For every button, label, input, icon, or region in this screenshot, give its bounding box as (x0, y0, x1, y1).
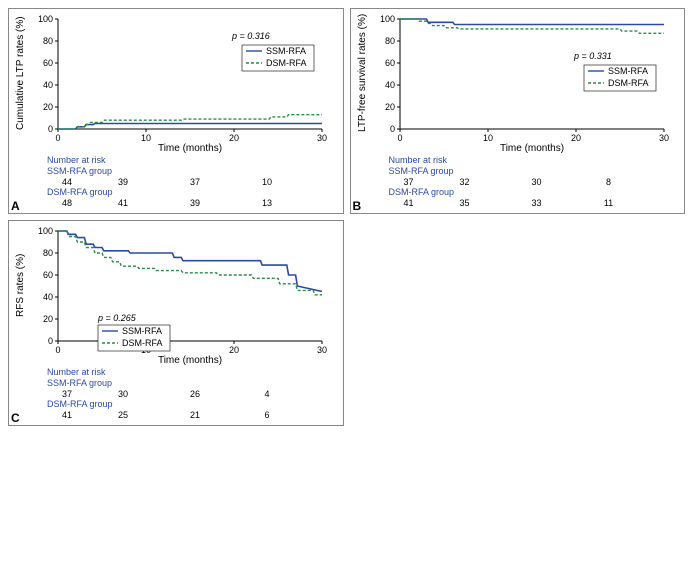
risk-title: Number at risk (47, 367, 339, 378)
risk-group-label: SSM-RFA group (389, 166, 681, 177)
risk-row: 44393710 (47, 177, 339, 188)
risk-value: 26 (159, 389, 231, 400)
risk-value: 30 (87, 389, 159, 400)
risk-group-label: DSM-RFA group (47, 399, 339, 410)
panel-label-b: B (353, 199, 362, 213)
risk-value: 37 (159, 177, 231, 188)
svg-text:Time (months): Time (months) (499, 143, 563, 153)
panel-label-c: C (11, 411, 20, 425)
svg-text:20: 20 (229, 345, 239, 355)
svg-text:20: 20 (43, 314, 53, 324)
svg-text:0: 0 (48, 336, 53, 346)
svg-text:p = 0.316: p = 0.316 (231, 31, 270, 41)
svg-text:p = 0.331: p = 0.331 (573, 51, 612, 61)
svg-text:SSM-RFA: SSM-RFA (608, 66, 648, 76)
svg-text:30: 30 (317, 345, 327, 355)
svg-text:Time (months): Time (months) (158, 143, 222, 153)
risk-value: 21 (159, 410, 231, 421)
risk-value: 37 (47, 389, 87, 400)
plot-c: 0204060801000102030Time (months)p = 0.26… (28, 225, 328, 365)
svg-text:SSM-RFA: SSM-RFA (122, 326, 162, 336)
ylabel-a: Cumulative LTP rates (%) (13, 13, 28, 133)
panel-b: LTP-free survival rates (%) 020406080100… (350, 8, 686, 214)
risk-row: 41353311 (389, 198, 681, 209)
risk-title: Number at risk (389, 155, 681, 166)
svg-text:60: 60 (43, 270, 53, 280)
risk-table-c: Number at riskSSM-RFA group3730264DSM-RF… (47, 367, 339, 421)
svg-text:DSM-RFA: DSM-RFA (122, 338, 163, 348)
svg-text:10: 10 (141, 133, 151, 143)
svg-text:10: 10 (482, 133, 492, 143)
svg-text:40: 40 (43, 80, 53, 90)
svg-text:80: 80 (384, 36, 394, 46)
risk-value: 30 (501, 177, 573, 188)
svg-text:DSM-RFA: DSM-RFA (608, 78, 649, 88)
svg-text:Time (months): Time (months) (158, 355, 222, 365)
risk-value: 48 (47, 198, 87, 209)
risk-value: 39 (159, 198, 231, 209)
risk-value: 37 (389, 177, 429, 188)
svg-text:20: 20 (43, 102, 53, 112)
risk-value: 33 (501, 198, 573, 209)
risk-value: 11 (573, 198, 645, 209)
svg-text:0: 0 (389, 124, 394, 134)
svg-text:30: 30 (658, 133, 668, 143)
ylabel-c: RFS rates (%) (13, 225, 28, 345)
figure-grid: Cumulative LTP rates (%) 020406080100010… (8, 8, 685, 426)
svg-text:30: 30 (317, 133, 327, 143)
svg-text:20: 20 (229, 133, 239, 143)
svg-text:80: 80 (43, 248, 53, 258)
risk-value: 8 (573, 177, 645, 188)
risk-value: 10 (231, 177, 303, 188)
risk-value: 4 (231, 389, 303, 400)
svg-text:60: 60 (384, 58, 394, 68)
risk-value: 41 (47, 410, 87, 421)
svg-text:60: 60 (43, 58, 53, 68)
svg-text:0: 0 (48, 124, 53, 134)
panel-a: Cumulative LTP rates (%) 0 20 40 60 80 100 0 10… (8, 8, 344, 214)
svg-text:40: 40 (384, 80, 394, 90)
svg-text:SSM-RFA: SSM-RFA (266, 46, 306, 56)
svg-text:100: 100 (379, 14, 394, 24)
risk-value: 41 (389, 198, 429, 209)
risk-table-b: Number at riskSSM-RFA group3732308DSM-RF… (389, 155, 681, 209)
risk-row: 3732308 (389, 177, 681, 188)
risk-group-label: DSM-RFA group (47, 187, 339, 198)
risk-value: 35 (429, 198, 501, 209)
risk-title: Number at risk (47, 155, 339, 166)
risk-value: 13 (231, 198, 303, 209)
risk-row: 3730264 (47, 389, 339, 400)
risk-value: 41 (87, 198, 159, 209)
svg-text:40: 40 (43, 292, 53, 302)
svg-text:0: 0 (55, 345, 60, 355)
svg-text:DSM-RFA: DSM-RFA (266, 58, 307, 68)
risk-group-label: DSM-RFA group (389, 187, 681, 198)
ylabel-b: LTP-free survival rates (%) (355, 13, 370, 133)
risk-row: 48413913 (47, 198, 339, 209)
risk-row: 4125216 (47, 410, 339, 421)
svg-text:100: 100 (38, 226, 53, 236)
svg-text:p = 0.265: p = 0.265 (97, 313, 137, 323)
risk-value: 44 (47, 177, 87, 188)
svg-text:80: 80 (43, 36, 53, 46)
risk-value: 39 (87, 177, 159, 188)
svg-text:20: 20 (570, 133, 580, 143)
plot-b: 0 20 40 60 80 100 0 10 20 30 Time (months) p = 0.33… (370, 13, 670, 153)
risk-value: 32 (429, 177, 501, 188)
plot-a: 0 20 40 60 80 100 0 10 20 30 Time (months) p = 0.31… (28, 13, 328, 153)
risk-value: 25 (87, 410, 159, 421)
panel-label-a: A (11, 199, 20, 213)
svg-text:100: 100 (38, 14, 53, 24)
svg-text:0: 0 (397, 133, 402, 143)
svg-text:0: 0 (55, 133, 60, 143)
panel-c: RFS rates (%) 0204060801000102030Time (m… (8, 220, 344, 426)
risk-group-label: SSM-RFA group (47, 166, 339, 177)
risk-table-a: Number at riskSSM-RFA group44393710DSM-R… (47, 155, 339, 209)
risk-group-label: SSM-RFA group (47, 378, 339, 389)
svg-text:20: 20 (384, 102, 394, 112)
risk-value: 6 (231, 410, 303, 421)
